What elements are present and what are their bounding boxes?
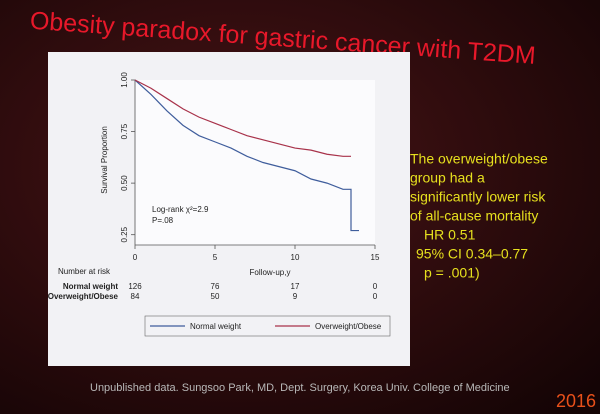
y-tick-label: 0.50	[120, 175, 129, 191]
y-tick-label: 1.00	[120, 72, 129, 88]
risk-table-title: Number at risk	[58, 267, 111, 276]
annotation: P=.08	[152, 216, 174, 225]
year: 2016	[556, 391, 596, 411]
risk-value: 76	[211, 282, 220, 291]
risk-row-label: Normal weight	[63, 282, 118, 291]
x-tick-label: 15	[371, 253, 380, 262]
side-text: significantly lower risk	[410, 189, 546, 205]
side-text: of all-cause mortality	[410, 208, 538, 224]
survival-line	[134, 79, 359, 232]
survival-line	[134, 79, 351, 157]
risk-value: 0	[373, 292, 378, 301]
risk-value: 9	[293, 292, 298, 301]
side-text: 95% CI 0.34–0.77	[416, 246, 528, 262]
y-tick-label: 0.25	[120, 226, 129, 242]
risk-row-label: Overweight/Obese	[48, 292, 119, 301]
side-text: group had a	[410, 170, 485, 186]
side-text: HR 0.51	[424, 227, 476, 243]
legend-box	[144, 315, 391, 337]
x-tick-label: 0	[133, 253, 138, 262]
side-text: The overweight/obese	[410, 151, 548, 167]
x-axis-label: Follow-up,y	[250, 268, 291, 277]
plot-area	[135, 80, 375, 245]
legend-label: Overweight/Obese	[315, 322, 382, 331]
risk-value: 17	[291, 282, 300, 291]
risk-value: 0	[373, 282, 378, 291]
risk-value: 50	[211, 292, 220, 301]
annotation: Log-rank χ²=2.9	[152, 205, 209, 214]
footer: Unpublished data. Sungsoo Park, MD, Dept…	[90, 382, 510, 394]
x-tick-label: 5	[213, 253, 218, 262]
y-axis-label: Survival Proportion	[100, 126, 109, 194]
legend-label: Normal weight	[190, 322, 242, 331]
side-text: p = .001)	[424, 265, 480, 281]
x-tick-label: 10	[291, 253, 300, 262]
risk-value: 84	[131, 292, 140, 301]
y-tick-label: 0.75	[120, 123, 129, 139]
risk-value: 126	[128, 282, 142, 291]
